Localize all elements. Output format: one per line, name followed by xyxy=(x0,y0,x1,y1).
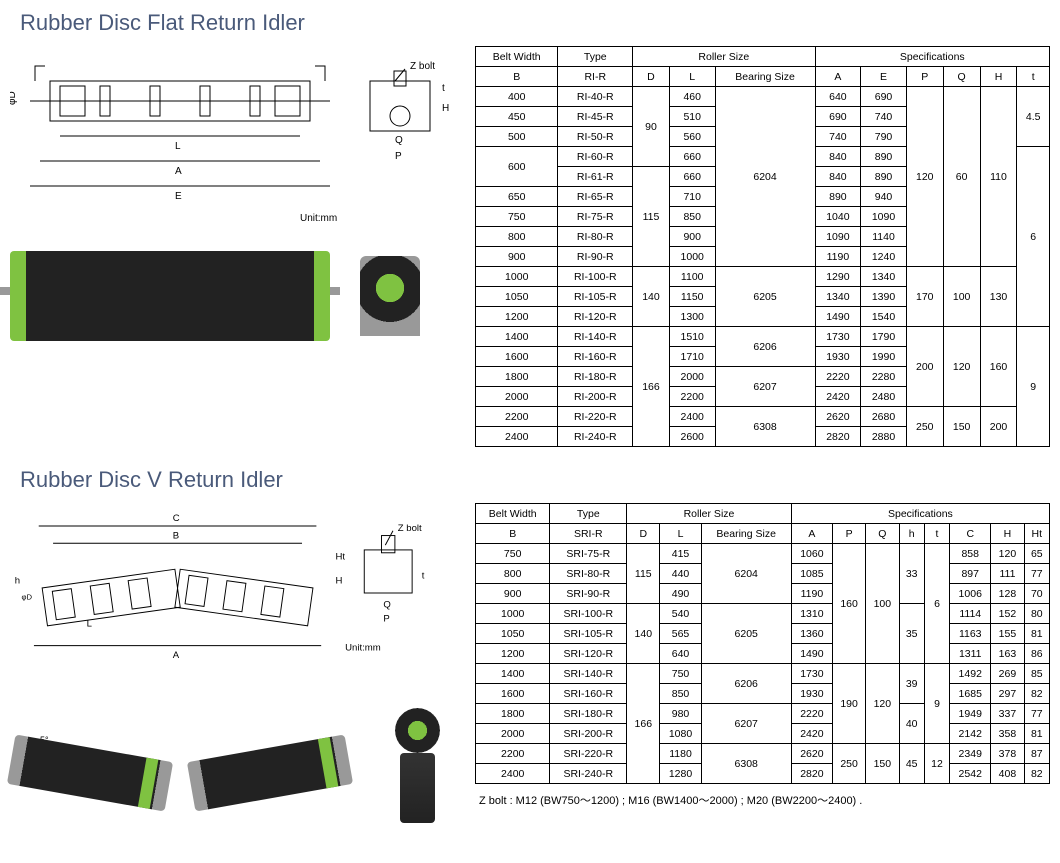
section-flat-return: Rubber Disc Flat Return Idler L xyxy=(10,10,1050,447)
th-bearing: Bearing Size xyxy=(715,67,815,87)
table1: Belt Width Type Roller Size Specificatio… xyxy=(475,46,1050,447)
section2-title: Rubber Disc V Return Idler xyxy=(10,467,1050,493)
svg-text:L: L xyxy=(87,619,92,630)
table-row: 400RI-40-R904606204640690120601104.5 xyxy=(476,87,1050,107)
v-idler-drawing: C B xyxy=(10,503,460,683)
th2-B: B xyxy=(476,524,550,544)
table-row: 1400RI-140-R1661510620617301790200120160… xyxy=(476,327,1050,347)
th-A: A xyxy=(815,67,861,87)
unit-label: Unit:mm xyxy=(300,213,337,224)
svg-text:t: t xyxy=(422,571,425,582)
svg-text:C: C xyxy=(173,513,180,524)
th2-specs: Specifications xyxy=(791,504,1049,524)
th-type: Type xyxy=(558,47,633,67)
table-row: 2200SRI-220-R118063082620250150451223493… xyxy=(476,744,1050,764)
svg-text:H: H xyxy=(336,575,343,586)
section-v-return: Rubber Disc V Return Idler C B xyxy=(10,467,1050,833)
th2-belt-width: Belt Width xyxy=(476,504,550,524)
footnote: Z bolt : M12 (BW750～1200) ; M16 (BW1400～… xyxy=(475,792,1050,808)
th2-Ht: Ht xyxy=(1024,524,1049,544)
th2-type: Type xyxy=(550,504,627,524)
section1-content: L A E φD Z bolt Q P H t Unit:mm xyxy=(10,46,1050,447)
svg-text:A: A xyxy=(175,166,182,177)
svg-text:φD: φD xyxy=(21,593,32,602)
svg-text:P: P xyxy=(395,151,402,162)
flat-idler-drawing: L A E φD Z bolt Q P H t Unit:mm xyxy=(10,46,460,226)
th2-C: C xyxy=(950,524,991,544)
section1-diagrams: L A E φD Z bolt Q P H t Unit:mm xyxy=(10,46,460,447)
section2-content: C B xyxy=(10,503,1050,833)
svg-text:Q: Q xyxy=(395,135,403,146)
th-E: E xyxy=(861,67,907,87)
th-t: t xyxy=(1017,67,1050,87)
table-row: 2200RI-220-R2400630826202680250150200 xyxy=(476,407,1050,427)
th-roller-size: Roller Size xyxy=(633,47,816,67)
svg-text:t: t xyxy=(442,83,445,94)
th-B: B xyxy=(476,67,558,87)
th-RI-R: RI-R xyxy=(558,67,633,87)
table-row: 750SRI-75-R11541562041060160100336858120… xyxy=(476,544,1050,564)
v-idler-photo-area: 5° 10° xyxy=(10,693,460,833)
svg-text:L: L xyxy=(175,141,181,152)
th2-H: H xyxy=(991,524,1024,544)
table2: Belt Width Type Roller Size Specificatio… xyxy=(475,503,1050,784)
v-roller-photo: 5° 10° xyxy=(10,713,350,813)
bracket-photo xyxy=(360,256,420,336)
th2-D: D xyxy=(627,524,660,544)
th2-bearing: Bearing Size xyxy=(701,524,791,544)
svg-text:Z bolt: Z bolt xyxy=(410,61,435,72)
v-bracket-photo xyxy=(380,698,460,828)
th2-SRI-R: SRI-R xyxy=(550,524,627,544)
section2-diagrams: C B xyxy=(10,503,460,833)
unit-label: Unit:mm xyxy=(345,642,381,653)
svg-text:Q: Q xyxy=(383,599,390,610)
th-L: L xyxy=(669,67,715,87)
table-row: 1000SRI-100-R1405406205131035111415280 xyxy=(476,604,1050,624)
section1-title: Rubber Disc Flat Return Idler xyxy=(10,10,1050,36)
th2-L: L xyxy=(660,524,701,544)
svg-text:E: E xyxy=(175,191,182,202)
svg-text:h: h xyxy=(15,575,20,586)
svg-text:P: P xyxy=(383,614,389,625)
th-H: H xyxy=(980,67,1017,87)
th2-t: t xyxy=(924,524,949,544)
table-row: 1400SRI-140-R166750620617301901203991492… xyxy=(476,664,1050,684)
th2-A: A xyxy=(791,524,832,544)
v-roller-right xyxy=(187,734,353,811)
svg-text:H: H xyxy=(442,103,449,114)
th2-roller-size: Roller Size xyxy=(627,504,792,524)
table-row: 1000RI-100-R1401100620512901340170100130 xyxy=(476,267,1050,287)
flat-idler-photo xyxy=(10,236,460,356)
th2-h: h xyxy=(899,524,924,544)
svg-text:Ht: Ht xyxy=(336,551,346,562)
table1-container: Belt Width Type Roller Size Specificatio… xyxy=(475,46,1050,447)
svg-text:Z bolt: Z bolt xyxy=(398,523,422,534)
th-Q: Q xyxy=(943,67,980,87)
table2-container: Belt Width Type Roller Size Specificatio… xyxy=(475,503,1050,833)
th2-Q: Q xyxy=(866,524,899,544)
roller-photo xyxy=(10,251,330,341)
svg-text:φD: φD xyxy=(10,91,18,105)
th-D: D xyxy=(633,67,670,87)
table-row: 1800SRI-180-R9806207222040194933777 xyxy=(476,704,1050,724)
th2-P: P xyxy=(832,524,865,544)
svg-text:A: A xyxy=(173,650,180,661)
th-P: P xyxy=(906,67,943,87)
th-belt-width: Belt Width xyxy=(476,47,558,67)
svg-text:B: B xyxy=(173,530,179,541)
th-specs: Specifications xyxy=(815,47,1049,67)
